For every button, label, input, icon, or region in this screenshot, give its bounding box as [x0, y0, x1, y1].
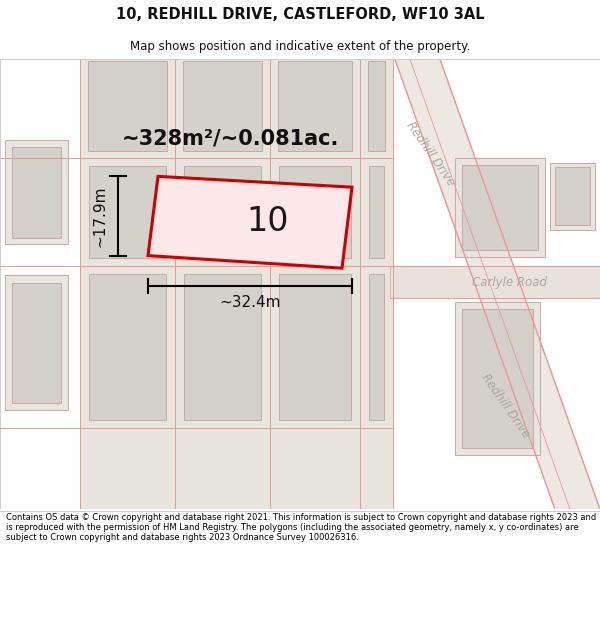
Polygon shape — [184, 166, 261, 258]
Polygon shape — [80, 158, 175, 266]
Polygon shape — [550, 163, 595, 231]
Polygon shape — [369, 274, 384, 420]
Polygon shape — [279, 274, 351, 420]
Polygon shape — [455, 302, 540, 456]
Text: 10, REDHILL DRIVE, CASTLEFORD, WF10 3AL: 10, REDHILL DRIVE, CASTLEFORD, WF10 3AL — [116, 8, 484, 22]
Polygon shape — [175, 266, 270, 428]
Polygon shape — [278, 61, 352, 151]
Text: ~17.9m: ~17.9m — [92, 185, 107, 247]
Polygon shape — [183, 61, 262, 151]
Text: Carlyle Road: Carlyle Road — [473, 276, 548, 289]
Polygon shape — [390, 266, 600, 298]
Text: Redhill Drive: Redhill Drive — [478, 371, 532, 441]
Polygon shape — [270, 266, 360, 428]
Polygon shape — [360, 59, 393, 158]
Polygon shape — [455, 158, 545, 258]
Polygon shape — [175, 59, 270, 158]
Polygon shape — [5, 276, 68, 411]
Polygon shape — [270, 59, 360, 158]
Polygon shape — [279, 166, 351, 258]
Polygon shape — [148, 176, 352, 268]
Text: ~328m²/~0.081ac.: ~328m²/~0.081ac. — [121, 129, 338, 149]
Polygon shape — [395, 59, 600, 509]
Text: 10: 10 — [247, 206, 289, 238]
Polygon shape — [462, 164, 538, 250]
Polygon shape — [184, 274, 261, 420]
Polygon shape — [5, 141, 68, 244]
Polygon shape — [88, 61, 167, 151]
Polygon shape — [360, 158, 393, 266]
Text: Contains OS data © Crown copyright and database right 2021. This information is : Contains OS data © Crown copyright and d… — [6, 512, 596, 542]
Polygon shape — [175, 158, 270, 266]
Polygon shape — [80, 266, 175, 428]
Polygon shape — [80, 428, 393, 509]
Polygon shape — [89, 274, 166, 420]
Polygon shape — [555, 168, 590, 225]
Polygon shape — [80, 59, 175, 158]
Text: Map shows position and indicative extent of the property.: Map shows position and indicative extent… — [130, 40, 470, 52]
Polygon shape — [360, 266, 393, 428]
Polygon shape — [395, 59, 600, 509]
Polygon shape — [89, 166, 166, 258]
Polygon shape — [12, 282, 61, 403]
Polygon shape — [12, 147, 61, 238]
Polygon shape — [369, 166, 384, 258]
Text: ~32.4m: ~32.4m — [219, 295, 281, 310]
Polygon shape — [270, 158, 360, 266]
Polygon shape — [462, 309, 533, 448]
Text: Redhill Drive: Redhill Drive — [403, 119, 457, 188]
Polygon shape — [368, 61, 385, 151]
